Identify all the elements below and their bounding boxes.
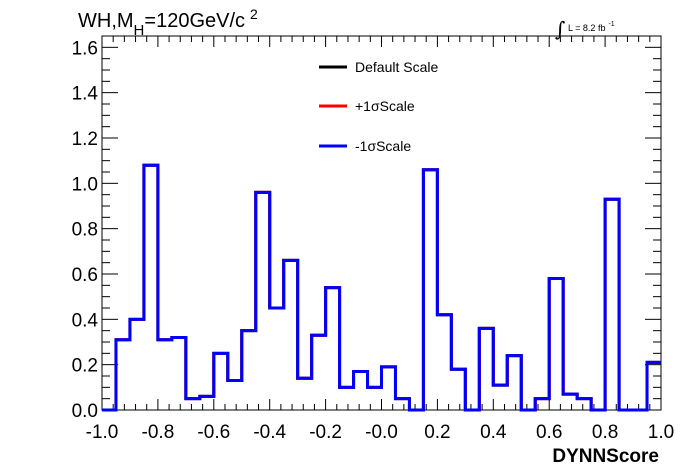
integral-symbol: ∫ xyxy=(555,17,565,41)
series-layer xyxy=(102,163,661,412)
x-tick-label: 0.6 xyxy=(536,422,562,443)
luminosity-value: L = 8.2 fb xyxy=(568,23,605,33)
title-subscript: H xyxy=(134,22,145,39)
chart-title: WH,MH=120GeV/c 2 xyxy=(78,6,258,39)
x-tick-label: 0.8 xyxy=(592,422,618,443)
y-tick-label: 0.6 xyxy=(72,265,98,286)
title-rest: =120GeV/c xyxy=(144,10,245,32)
legend-label: -1σScale xyxy=(355,138,411,154)
x-tick-label: 1.0 xyxy=(648,422,674,443)
luminosity-label: L = 8.2 fb -1 xyxy=(568,21,615,33)
x-tick-label: -0.4 xyxy=(253,422,286,443)
x-axis-label: DYNNScore xyxy=(552,446,659,467)
legend: Default Scale +1σScale -1σScale xyxy=(319,59,438,154)
title-superscript: 2 xyxy=(250,6,258,22)
title-main: WH,M xyxy=(78,10,134,32)
y-tick-label: 0.0 xyxy=(72,401,98,422)
x-tick-label: -0.0 xyxy=(365,422,398,443)
x-tick-label: 0.2 xyxy=(424,422,450,443)
series-line--1-scale xyxy=(102,163,661,412)
x-tick-label: 0.4 xyxy=(480,422,507,443)
axis-tick-labels: -1.0 -0.8 -0.6 -0.4 -0.2 -0.0 0.2 0.4 0.6 0.8 1.0 0… xyxy=(72,38,675,443)
axis-ticks xyxy=(101,36,662,411)
y-tick-label: 1.4 xyxy=(72,84,99,105)
legend-label: +1σScale xyxy=(355,98,415,114)
x-tick-label: -0.6 xyxy=(197,422,230,443)
x-tick-label: -0.2 xyxy=(309,422,342,443)
y-tick-label: 1.0 xyxy=(72,174,98,195)
y-tick-label: 0.4 xyxy=(72,310,99,331)
x-tick-label: -1.0 xyxy=(86,422,119,443)
y-tick-label: 1.2 xyxy=(72,129,98,150)
luminosity-exponent: -1 xyxy=(608,21,614,28)
x-tick-label: -0.8 xyxy=(142,422,175,443)
legend-label: Default Scale xyxy=(355,59,438,75)
y-tick-label: 0.2 xyxy=(72,356,98,377)
y-tick-label: 1.6 xyxy=(72,38,98,59)
y-tick-label: 0.8 xyxy=(72,220,98,241)
